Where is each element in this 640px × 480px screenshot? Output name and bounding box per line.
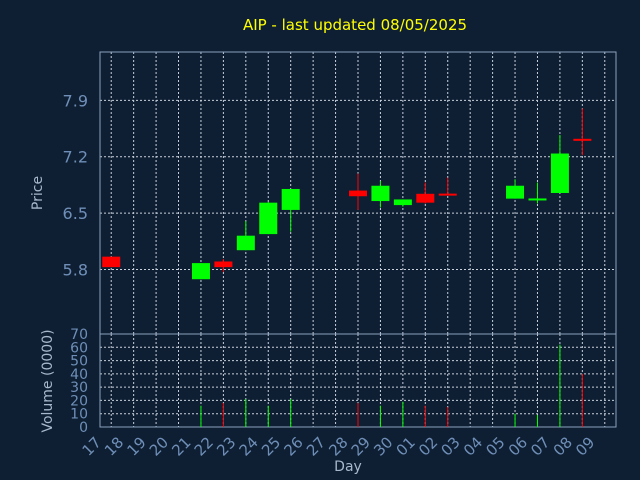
volume-tick-label: 70 <box>70 327 88 343</box>
candle-body-down <box>573 138 592 141</box>
price-axis-label: Price <box>30 176 46 210</box>
candle-body-up <box>506 185 525 199</box>
price-tick-label: 5.8 <box>63 261 88 280</box>
chart-title: AIP - last updated 08/05/2025 <box>243 16 467 34</box>
price-tick-label: 7.2 <box>63 148 88 167</box>
volume-tick-label: 40 <box>70 367 88 383</box>
price-tick-label: 6.5 <box>63 204 88 223</box>
x-axis: 1718192021222324252627282930010203040506… <box>79 433 599 459</box>
volume-tick-label: 50 <box>70 354 88 370</box>
candle-body-up <box>371 185 390 202</box>
volume-bars <box>200 344 583 427</box>
candlestick-series <box>102 108 592 280</box>
candle-body-up <box>528 198 547 201</box>
candle-body-up <box>550 153 569 193</box>
price-y-axis: 5.8 6.5 7.2 7.9 <box>63 91 88 279</box>
candle-body-down <box>438 193 457 196</box>
candle-body-up <box>236 235 255 251</box>
volume-axis-label: Volume (0000) <box>40 329 56 432</box>
candle-body-down <box>349 190 367 197</box>
volume-tick-label: 60 <box>70 340 88 356</box>
candle-body-down <box>102 256 121 268</box>
volume-tick-label: 10 <box>70 407 88 423</box>
candle-body-up <box>191 263 210 280</box>
x-axis-label: Day <box>334 459 362 475</box>
candle-body-down <box>214 261 233 268</box>
candle-body-up <box>281 188 300 210</box>
volume-tick-label: 30 <box>70 380 88 396</box>
candle-body-up <box>393 199 412 206</box>
candle-body-down <box>416 193 435 203</box>
price-tick-label: 7.9 <box>63 91 88 110</box>
candle-body-up <box>259 202 278 235</box>
volume-tick-label: 0 <box>79 420 88 436</box>
x-tick-label: 09 <box>572 433 598 459</box>
volume-tick-label: 20 <box>70 393 88 409</box>
